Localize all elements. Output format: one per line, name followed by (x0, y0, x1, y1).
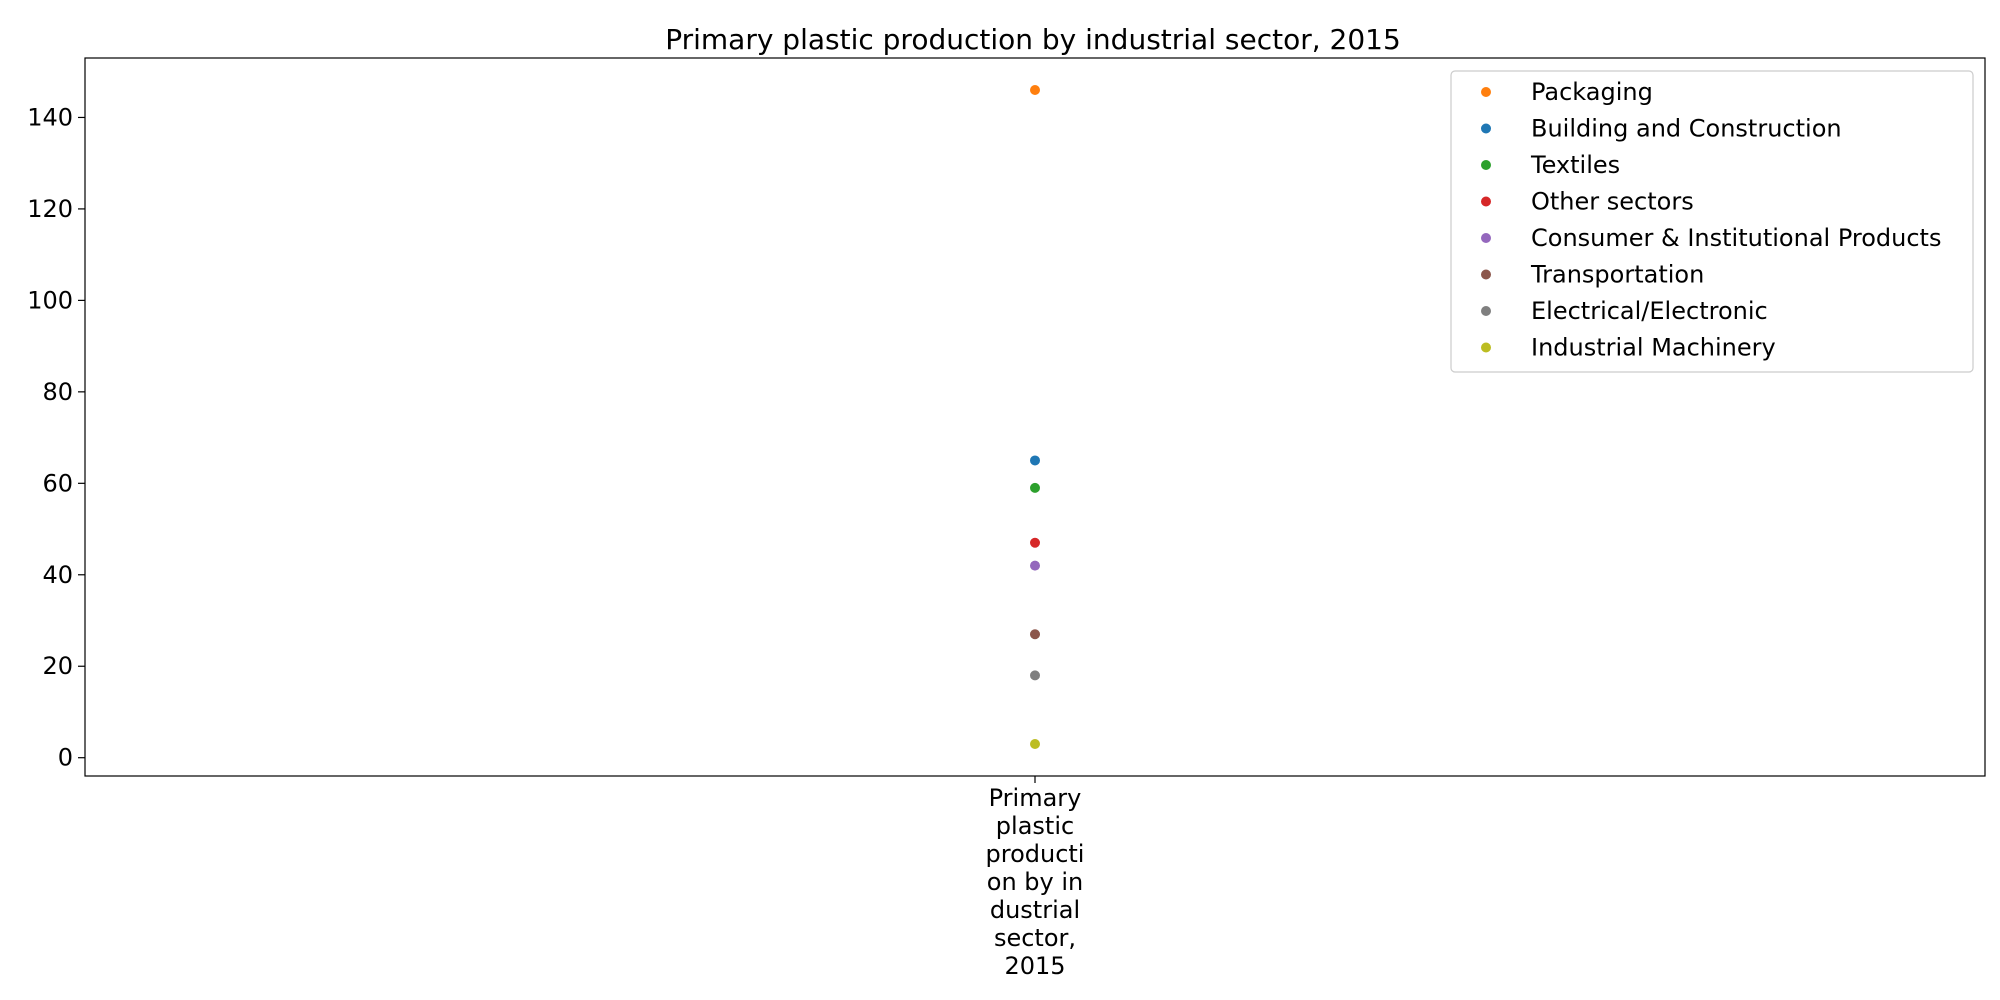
legend-label: Other sectors (1531, 188, 1694, 216)
legend-label: Electrical/Electronic (1531, 297, 1768, 325)
legend-label: Packaging (1531, 78, 1653, 106)
x-tick-label-line: Primary (989, 784, 1082, 812)
y-tick-label: 100 (27, 286, 73, 314)
legend-marker (1481, 196, 1491, 207)
x-tick-label-line: producti (986, 840, 1085, 868)
legend-label: Transportation (1530, 261, 1704, 289)
y-tick-label: 20 (42, 652, 73, 680)
y-tick-label: 60 (42, 469, 73, 497)
data-point (1030, 670, 1040, 681)
x-tick-label-line: 2015 (1004, 952, 1065, 980)
data-point (1030, 482, 1040, 493)
y-tick-label: 120 (27, 195, 73, 223)
legend-label: Textiles (1530, 151, 1620, 179)
x-tick-label-line: dustrial (990, 896, 1080, 924)
y-tick-label: 40 (42, 561, 73, 589)
data-points (1030, 85, 1040, 749)
legend-label: Building and Construction (1531, 115, 1842, 143)
y-tick-label: 80 (42, 378, 73, 406)
legend-marker (1481, 160, 1491, 170)
data-point (1030, 85, 1040, 96)
x-tick-label-line: on by in (987, 868, 1083, 896)
legend-marker (1481, 269, 1491, 280)
data-point (1030, 537, 1040, 548)
y-axis: 0 20 40 60 80 100 120 140 (27, 103, 85, 772)
y-tick-label: 0 (58, 744, 73, 772)
data-point (1030, 560, 1040, 571)
data-point (1030, 629, 1040, 640)
legend: Packaging Building and Construction Textil… (1450, 70, 1974, 373)
chart-title: Primary plastic production by industrial… (665, 23, 1401, 56)
y-tick-label: 140 (27, 103, 73, 131)
legend-label: Industrial Machinery (1531, 334, 1776, 362)
legend-marker (1481, 342, 1491, 353)
legend-marker (1481, 233, 1491, 243)
legend-box (1450, 70, 1974, 373)
legend-marker (1481, 87, 1491, 97)
legend-label: Consumer & Institutional Products (1531, 224, 1941, 252)
x-tick-label-line: plastic (996, 812, 1074, 840)
data-point (1030, 738, 1040, 749)
data-point (1030, 455, 1040, 466)
legend-marker (1481, 123, 1491, 134)
legend-marker (1481, 306, 1491, 316)
x-tick-label-line: sector, (994, 924, 1076, 952)
